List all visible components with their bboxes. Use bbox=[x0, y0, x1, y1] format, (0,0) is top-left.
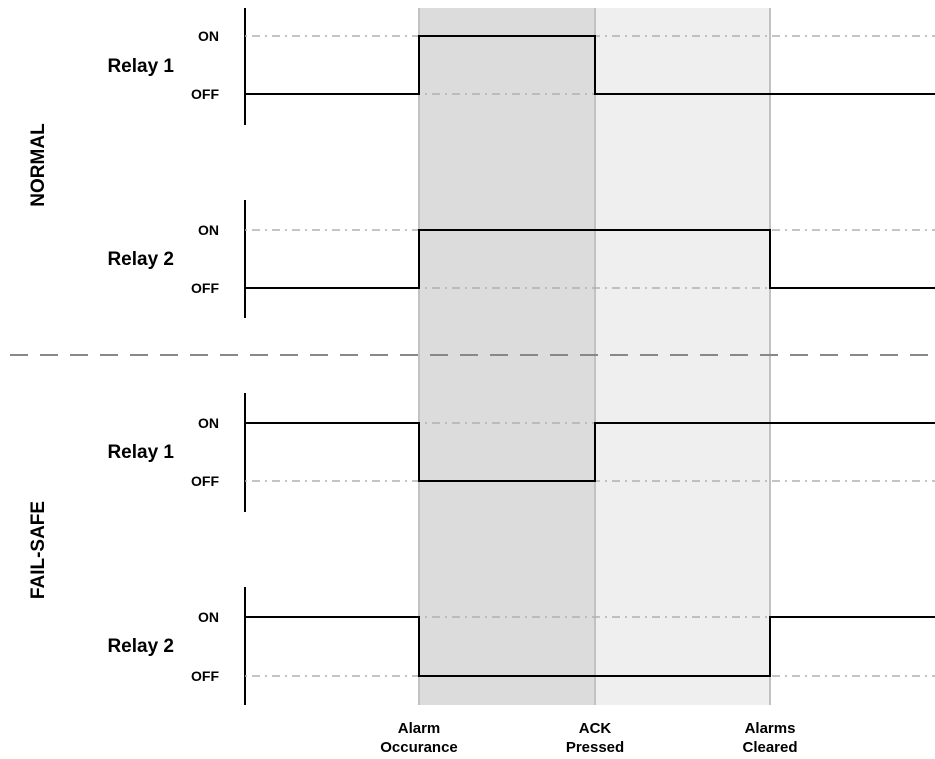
event-label-ack-pressed: ACK Pressed bbox=[566, 720, 624, 756]
alarm-active-region bbox=[419, 8, 595, 705]
mode-label-normal: NORMAL bbox=[28, 123, 49, 207]
on-level-label: ON bbox=[198, 609, 219, 625]
event-label-line2: Occurance bbox=[380, 739, 458, 756]
off-level-label: OFF bbox=[191, 473, 219, 489]
on-level-label: ON bbox=[198, 222, 219, 238]
off-level-label: OFF bbox=[191, 86, 219, 102]
on-level-label: ON bbox=[198, 415, 219, 431]
timing-row-fail-safe-relay-2: Relay 2 ON OFF bbox=[107, 587, 935, 705]
relay-label: Relay 2 bbox=[107, 636, 174, 657]
signal-waveform bbox=[245, 422, 935, 482]
event-label-line1: Alarm bbox=[398, 720, 441, 737]
on-level-label: ON bbox=[198, 28, 219, 44]
timing-row-normal-relay-2: Relay 2 ON OFF bbox=[107, 200, 935, 318]
timing-row-fail-safe-relay-1: Relay 1 ON OFF bbox=[107, 393, 935, 512]
signal-waveform bbox=[245, 616, 935, 677]
acknowledged-region bbox=[595, 8, 770, 705]
timing-row-normal-relay-1: Relay 1 ON OFF bbox=[107, 8, 935, 125]
signal-waveform bbox=[245, 35, 935, 95]
relay-label: Relay 1 bbox=[107, 56, 174, 77]
off-level-label: OFF bbox=[191, 280, 219, 296]
event-label-line2: Pressed bbox=[566, 739, 624, 756]
event-label-line1: ACK bbox=[579, 720, 612, 737]
mode-label-fail-safe: FAIL-SAFE bbox=[28, 501, 49, 599]
signal-waveform bbox=[245, 229, 935, 289]
event-label-line1: Alarms bbox=[745, 720, 796, 737]
event-label-alarms-cleared: Alarms Cleared bbox=[742, 720, 797, 756]
relay-label: Relay 2 bbox=[107, 249, 174, 270]
off-level-label: OFF bbox=[191, 668, 219, 684]
event-label-line2: Cleared bbox=[742, 739, 797, 756]
event-label-alarm-occurance: Alarm Occurance bbox=[380, 720, 458, 756]
relay-label: Relay 1 bbox=[107, 442, 174, 463]
